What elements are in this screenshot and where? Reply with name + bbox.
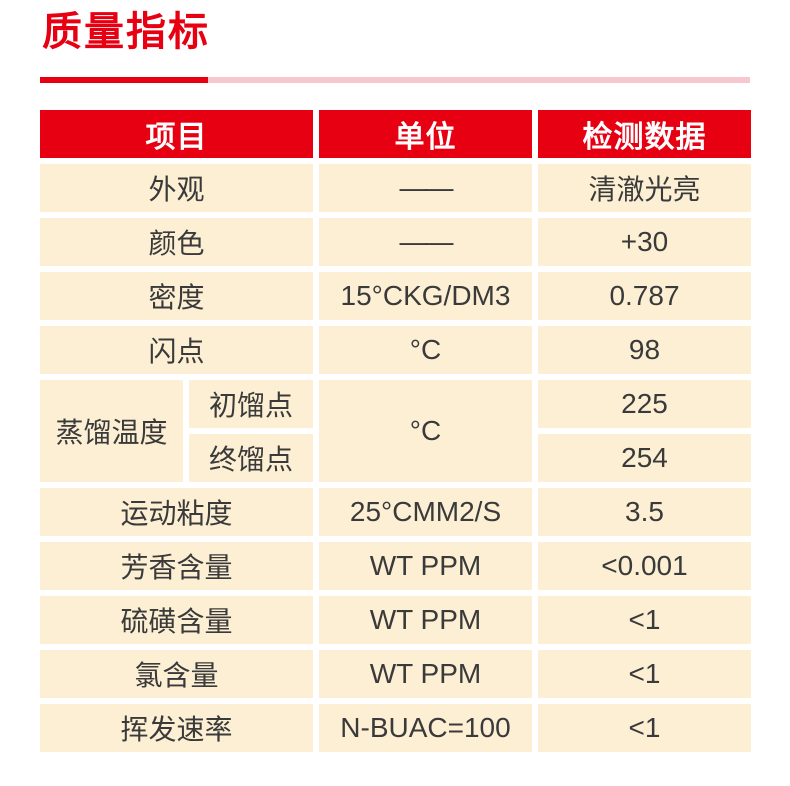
distillation-item-cell: 蒸馏温度 — [40, 380, 183, 482]
unit-cell: —— — [319, 218, 532, 266]
item-cell: 氯含量 — [40, 650, 313, 698]
distillation-sub-label-cell: 终馏点 — [189, 434, 313, 482]
table-row-density: 密度 15°CKG/DM3 0.787 — [40, 272, 751, 320]
unit-cell: N-BUAC=100 — [319, 704, 532, 752]
distillation-sub-label-cell: 初馏点 — [189, 380, 313, 428]
item-cell: 芳香含量 — [40, 542, 313, 590]
distillation-unit-cell: °C — [319, 380, 532, 482]
item-cell: 外观 — [40, 164, 313, 212]
value-cell: <1 — [538, 704, 751, 752]
table-row-flash-point: 闪点 °C 98 — [40, 326, 751, 374]
item-cell: 挥发速率 — [40, 704, 313, 752]
unit-cell: WT PPM — [319, 596, 532, 644]
page-title: 质量指标 — [42, 10, 210, 54]
item-cell: 闪点 — [40, 326, 313, 374]
unit-cell: —— — [319, 164, 532, 212]
item-cell: 密度 — [40, 272, 313, 320]
header-test-data: 检测数据 — [538, 110, 751, 158]
value-cell: 清澈光亮 — [538, 164, 751, 212]
header-unit: 单位 — [319, 110, 532, 158]
unit-cell: WT PPM — [319, 542, 532, 590]
table-row-distillation-final: 终馏点 254 — [40, 434, 751, 482]
title-underline-accent — [40, 77, 208, 83]
table-row-evaporation-rate: 挥发速率 N-BUAC=100 <1 — [40, 704, 751, 752]
value-cell: 0.787 — [538, 272, 751, 320]
title-underline-track — [208, 77, 750, 83]
table-row-aromatic-content: 芳香含量 WT PPM <0.001 — [40, 542, 751, 590]
unit-cell: 25°CMM2/S — [319, 488, 532, 536]
header-item: 项目 — [40, 110, 313, 158]
title-underline — [40, 77, 750, 83]
unit-cell: WT PPM — [319, 650, 532, 698]
value-cell: 254 — [538, 434, 751, 482]
item-cell: 颜色 — [40, 218, 313, 266]
table-row-appearance: 外观 —— 清澈光亮 — [40, 164, 751, 212]
value-cell: <1 — [538, 596, 751, 644]
item-cell: 硫磺含量 — [40, 596, 313, 644]
table-row-kinematic-viscosity: 运动粘度 25°CMM2/S 3.5 — [40, 488, 751, 536]
value-cell: <1 — [538, 650, 751, 698]
quality-spec-table: 项目 单位 检测数据 外观 —— 清澈光亮 颜色 —— +30 密度 15°CK… — [34, 104, 757, 758]
value-cell: <0.001 — [538, 542, 751, 590]
value-cell: 3.5 — [538, 488, 751, 536]
value-cell: 225 — [538, 380, 751, 428]
value-cell: 98 — [538, 326, 751, 374]
table-row-chlorine-content: 氯含量 WT PPM <1 — [40, 650, 751, 698]
unit-cell: °C — [319, 326, 532, 374]
item-cell: 运动粘度 — [40, 488, 313, 536]
table-row-sulfur-content: 硫磺含量 WT PPM <1 — [40, 596, 751, 644]
table-row-color: 颜色 —— +30 — [40, 218, 751, 266]
table-row-distillation-initial: 蒸馏温度 初馏点 °C 225 — [40, 380, 751, 482]
unit-cell: 15°CKG/DM3 — [319, 272, 532, 320]
header-row: 项目 单位 检测数据 — [40, 110, 751, 158]
value-cell: +30 — [538, 218, 751, 266]
